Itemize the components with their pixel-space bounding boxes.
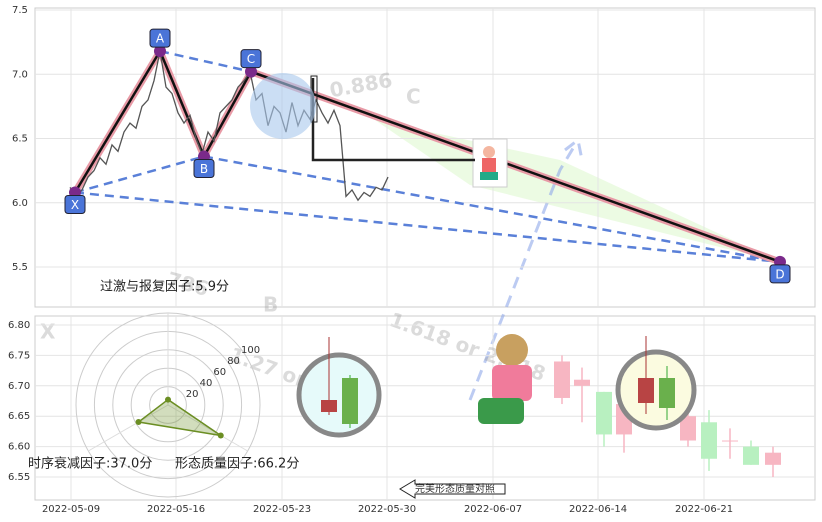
candle-body: [680, 416, 696, 441]
y-tick-label: 7.0: [12, 69, 28, 80]
dog-icon: [496, 334, 528, 366]
watermark: B: [263, 293, 278, 317]
pattern-guide: [203, 155, 781, 264]
pattern-label: A: [156, 32, 165, 46]
candle-body: [743, 446, 759, 465]
radar-axis: [167, 404, 248, 452]
radar-tick-label: 20: [186, 389, 199, 400]
radar-tick-label: 80: [227, 356, 240, 367]
highlight-circle: [250, 73, 316, 139]
compare-button-label[interactable]: 完美形态质量对照: [415, 482, 495, 495]
figure-icon: [483, 146, 495, 158]
pattern-label: D: [775, 267, 784, 281]
pattern-leg: [250, 70, 781, 264]
y-tick-label: 6.75: [8, 350, 30, 361]
pattern-badge: [769, 264, 791, 284]
compare-candle: [659, 378, 675, 408]
compare-candle: [638, 378, 654, 403]
pattern-label: C: [247, 52, 255, 66]
watermark: X: [40, 320, 56, 344]
compare-button[interactable]: [399, 479, 506, 499]
radar-point: [165, 396, 171, 403]
bottom-panel: [34, 315, 816, 501]
pattern-label: X: [71, 198, 79, 212]
y-tick-label: 5.5: [12, 262, 28, 273]
radar-tick-label: 60: [213, 367, 226, 378]
dog-icon: [478, 398, 524, 424]
top-panel: [34, 7, 816, 308]
pattern-point: [245, 65, 257, 78]
factor-label: 形态质量因子:66.2分: [175, 457, 299, 472]
candle-body: [701, 422, 717, 459]
pattern-guide: [159, 49, 252, 73]
pattern-guide: [74, 191, 781, 264]
candle-body: [765, 452, 781, 465]
y-tick-label: 7.5: [12, 5, 28, 16]
radar-tick-label: 40: [200, 378, 213, 389]
compare-candle: [321, 400, 337, 412]
figure-icon: [480, 172, 498, 180]
compare-circle: [615, 349, 697, 431]
radar-axis: [88, 404, 169, 452]
radar-point: [135, 419, 142, 426]
price-line: [69, 50, 389, 202]
x-tick-label: 2022-06-21: [675, 504, 733, 515]
pattern-badge: [240, 49, 262, 69]
candle-body: [722, 440, 738, 442]
y-tick-label: 6.70: [8, 381, 30, 392]
pattern-guide: [74, 155, 205, 194]
factor-label: 过激与报复因子:5.9分: [100, 280, 229, 295]
x-tick-label: 2022-05-09: [42, 504, 100, 515]
y-tick-label: 6.0: [12, 198, 28, 209]
pattern-leg: [73, 50, 162, 194]
pattern-leg: [202, 71, 253, 158]
pattern-badge: [64, 194, 86, 214]
x-tick-label: 2022-05-23: [253, 504, 311, 515]
candle-body: [554, 361, 570, 398]
factor-label: 时序衰减因子:37.0分: [28, 456, 152, 472]
radar-tick-label: 100: [241, 345, 260, 356]
y-tick-label: 6.65: [8, 411, 30, 422]
radar-area: [136, 398, 222, 437]
projection-arrow: [468, 137, 584, 401]
pattern-badge: [193, 158, 215, 178]
watermark: C: [406, 85, 421, 109]
dog-icon: [492, 365, 532, 401]
x-tick-label: 2022-05-30: [358, 504, 416, 515]
candle-body: [574, 379, 590, 386]
candle-body: [596, 391, 612, 435]
figure-icon: [482, 158, 496, 172]
pattern-badge: [149, 28, 171, 48]
x-tick-label: 2022-06-07: [464, 504, 522, 515]
y-tick-label: 6.5: [12, 134, 28, 145]
compare-candle: [342, 378, 358, 424]
y-tick-label: 6.60: [8, 442, 30, 453]
y-tick-label: 6.80: [8, 320, 30, 331]
x-tick-label: 2022-05-16: [147, 504, 205, 515]
icons: [250, 73, 697, 499]
pattern-point: [154, 45, 166, 58]
radar-point: [217, 432, 224, 439]
y-tick-label: 6.55: [8, 472, 30, 483]
pattern-label: B: [200, 162, 208, 176]
x-tick-label: 2022-06-14: [569, 504, 627, 515]
compare-circle: [296, 352, 382, 438]
